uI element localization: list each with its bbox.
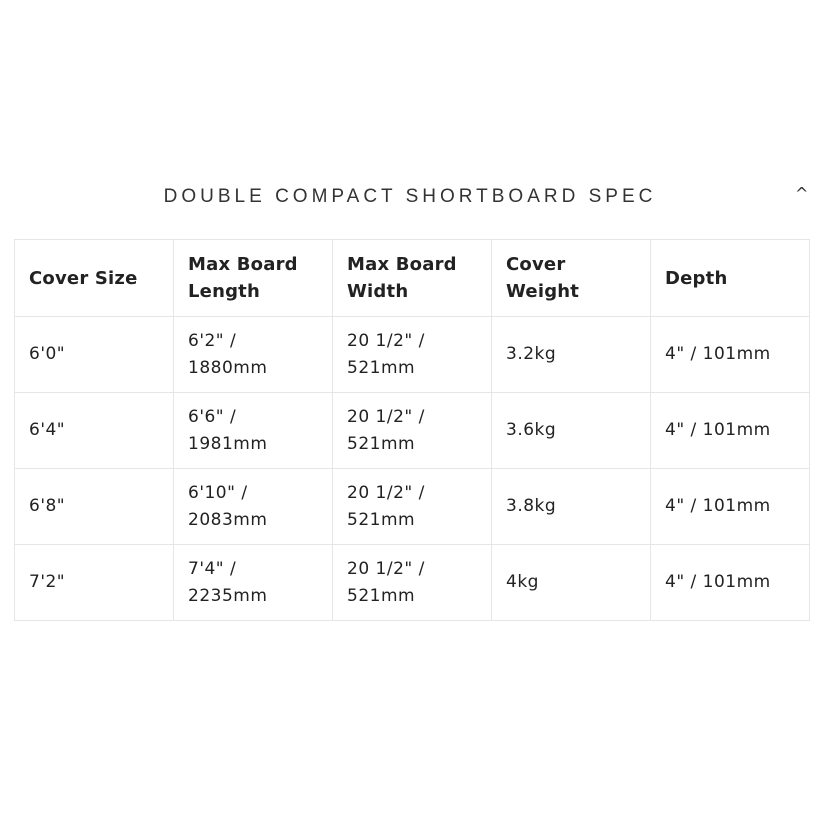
table-cell: 20 1/2" / 521mm — [332, 468, 492, 545]
table-cell: 20 1/2" / 521mm — [332, 316, 492, 393]
table-row: 6'4" 6'6" / 1981mm 20 1/2" / 521mm 3.6kg 4" … — [14, 392, 810, 469]
table-cell: 3.8kg — [491, 468, 651, 545]
table-cell: 6'8" — [14, 468, 174, 545]
spec-table: Cover Size Max Board Length Max Board Wi… — [14, 239, 810, 621]
table-cell: 4" / 101mm — [650, 392, 810, 469]
chevron-up-icon[interactable]: ^ — [795, 184, 809, 203]
table-cell: 6'6" / 1981mm — [173, 392, 333, 469]
table-cell: 6'0" — [14, 316, 174, 393]
table-cell: 6'2" / 1880mm — [173, 316, 333, 393]
header-cover-weight: Cover Weight — [491, 239, 651, 317]
table-cell: 20 1/2" / 521mm — [332, 392, 492, 469]
table-cell: 4" / 101mm — [650, 544, 810, 621]
table-cell: 4" / 101mm — [650, 316, 810, 393]
table-cell: 6'10" / 2083mm — [173, 468, 333, 545]
table-cell: 20 1/2" / 521mm — [332, 544, 492, 621]
table-header-row: Cover Size Max Board Length Max Board Wi… — [14, 239, 810, 317]
section-title: DOUBLE COMPACT SHORTBOARD SPEC — [163, 186, 657, 207]
table-cell: 4" / 101mm — [650, 468, 810, 545]
header-cover-size: Cover Size — [14, 239, 174, 317]
table-cell: 4kg — [491, 544, 651, 621]
table-cell: 7'4" / 2235mm — [173, 544, 333, 621]
header-max-board-length: Max Board Length — [173, 239, 333, 317]
table-row: 6'0" 6'2" / 1880mm 20 1/2" / 521mm 3.2kg 4" … — [14, 316, 810, 393]
table-cell: 3.6kg — [491, 392, 651, 469]
table-row: 6'8" 6'10" / 2083mm 20 1/2" / 521mm 3.8kg 4"… — [14, 468, 810, 545]
table-cell: 6'4" — [14, 392, 174, 469]
header-max-board-width: Max Board Width — [332, 239, 492, 317]
table-row: 7'2" 7'4" / 2235mm 20 1/2" / 521mm 4kg 4" / … — [14, 544, 810, 621]
table-cell: 3.2kg — [491, 316, 651, 393]
table-cell: 7'2" — [14, 544, 174, 621]
header-depth: Depth — [650, 239, 810, 317]
